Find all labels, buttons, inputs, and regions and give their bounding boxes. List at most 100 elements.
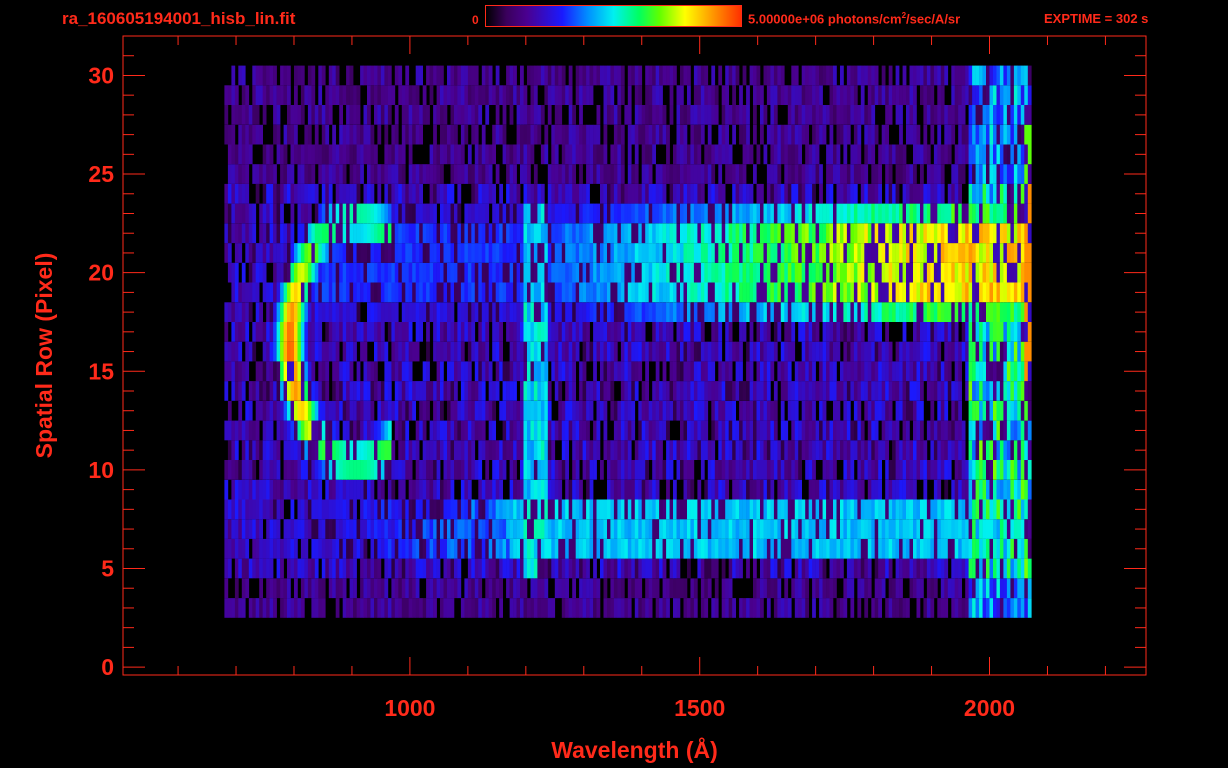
heatmap-cell bbox=[697, 243, 702, 263]
heatmap-cell bbox=[645, 499, 649, 520]
heatmap-cell bbox=[516, 203, 521, 224]
heatmap-cell bbox=[248, 440, 253, 460]
heatmap-cell bbox=[401, 223, 406, 244]
heatmap-cell bbox=[958, 538, 962, 559]
heatmap-cell bbox=[565, 538, 569, 559]
heatmap-cell bbox=[864, 302, 869, 322]
heatmap-cell bbox=[252, 381, 257, 401]
heatmap-cell bbox=[777, 183, 782, 204]
heatmap-cell bbox=[846, 558, 851, 579]
heatmap-cell bbox=[589, 578, 594, 599]
heatmap-cell bbox=[826, 302, 830, 322]
heatmap-cell bbox=[993, 479, 997, 500]
heatmap-cell bbox=[725, 203, 729, 224]
heatmap-cell bbox=[523, 262, 528, 283]
heatmap-cell bbox=[979, 499, 983, 520]
heatmap-cell bbox=[447, 144, 451, 165]
heatmap-cell bbox=[1024, 183, 1029, 204]
heatmap-cell bbox=[951, 499, 956, 520]
heatmap-cell bbox=[996, 183, 1001, 204]
heatmap-cell bbox=[342, 302, 347, 322]
heatmap-cell bbox=[474, 420, 479, 441]
heatmap-cell bbox=[433, 440, 437, 460]
heatmap-cell bbox=[773, 598, 778, 618]
heatmap-cell bbox=[509, 183, 514, 204]
heatmap-cell bbox=[773, 499, 778, 520]
heatmap-cell bbox=[784, 144, 789, 165]
heatmap-cell bbox=[530, 440, 535, 460]
heatmap-cell bbox=[513, 223, 517, 244]
heatmap-cell bbox=[874, 164, 879, 184]
heatmap-cell bbox=[335, 341, 340, 362]
heatmap-cell bbox=[360, 322, 364, 342]
heatmap-cell bbox=[718, 440, 723, 460]
heatmap-cell bbox=[815, 322, 820, 342]
heatmap-cell bbox=[979, 460, 983, 480]
heatmap-cell bbox=[843, 381, 848, 401]
heatmap-cell bbox=[805, 302, 809, 322]
heatmap-cell bbox=[307, 183, 312, 204]
heatmap-cell bbox=[975, 262, 980, 283]
heatmap-cell bbox=[739, 302, 743, 322]
heatmap-cell bbox=[321, 519, 326, 539]
heatmap-cell bbox=[933, 578, 938, 599]
heatmap-cell bbox=[394, 499, 399, 520]
heatmap-cell bbox=[645, 164, 649, 184]
heatmap-cell bbox=[447, 400, 451, 421]
heatmap-cell bbox=[624, 262, 629, 283]
heatmap-cell bbox=[728, 203, 733, 224]
heatmap-cell bbox=[321, 598, 326, 618]
heatmap-cell bbox=[380, 302, 385, 322]
heatmap-cell bbox=[582, 262, 587, 283]
heatmap-cell bbox=[353, 381, 357, 401]
heatmap-cell bbox=[318, 203, 323, 224]
heatmap-cell bbox=[530, 538, 535, 559]
heatmap-cell bbox=[773, 420, 778, 441]
heatmap-cell bbox=[1024, 499, 1029, 520]
heatmap-cell bbox=[763, 479, 768, 500]
heatmap-cell bbox=[600, 164, 604, 184]
heatmap-cell bbox=[909, 262, 914, 283]
heatmap-cell bbox=[492, 341, 496, 362]
heatmap-cell bbox=[460, 440, 465, 460]
heatmap-cell bbox=[888, 538, 893, 559]
heatmap-cell bbox=[634, 223, 639, 244]
heatmap-cell bbox=[913, 341, 917, 362]
heatmap-cell bbox=[342, 381, 347, 401]
heatmap-cell bbox=[895, 598, 900, 618]
heatmap-cell bbox=[648, 558, 653, 579]
heatmap-cell bbox=[227, 460, 232, 480]
heatmap-cell bbox=[631, 341, 636, 362]
heatmap-cell bbox=[304, 420, 309, 441]
heatmap-cell bbox=[714, 460, 719, 480]
heatmap-cell bbox=[707, 499, 712, 520]
heatmap-cell bbox=[690, 322, 695, 342]
heatmap-cell bbox=[259, 519, 263, 539]
heatmap-cell bbox=[756, 598, 761, 618]
heatmap-cell bbox=[363, 538, 368, 559]
heatmap-cell bbox=[613, 479, 618, 500]
heatmap-cell bbox=[805, 578, 809, 599]
heatmap-cell bbox=[276, 144, 281, 165]
heatmap-cell bbox=[725, 420, 729, 441]
heatmap-cell bbox=[680, 460, 684, 480]
heatmap-cell bbox=[433, 479, 437, 500]
heatmap-cell bbox=[370, 262, 375, 283]
heatmap-cell bbox=[401, 538, 406, 559]
heatmap-cell bbox=[676, 183, 681, 204]
heatmap-cell bbox=[474, 262, 479, 283]
heatmap-cell bbox=[558, 341, 563, 362]
heatmap-cell bbox=[742, 282, 747, 303]
heatmap-cell bbox=[1010, 538, 1015, 559]
heatmap-cell bbox=[732, 381, 736, 401]
heatmap-cell bbox=[433, 381, 437, 401]
heatmap-cell bbox=[610, 223, 615, 244]
heatmap-cell bbox=[836, 183, 841, 204]
heatmap-cell bbox=[363, 460, 368, 480]
heatmap-cell bbox=[673, 302, 677, 322]
heatmap-cell bbox=[718, 361, 723, 382]
heatmap-cell bbox=[728, 164, 733, 184]
heatmap-cell bbox=[645, 282, 649, 303]
heatmap-cell bbox=[1017, 341, 1022, 362]
heatmap-cell bbox=[387, 538, 392, 559]
